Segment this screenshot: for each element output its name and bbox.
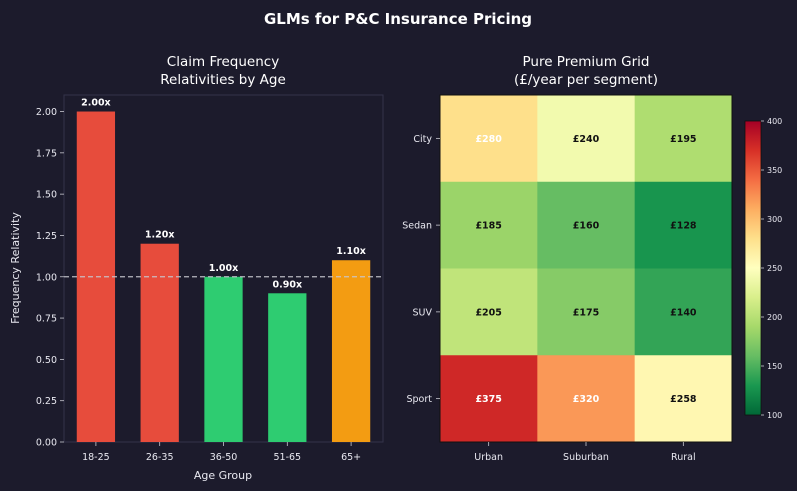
bar-x-tick-label: 36-50 bbox=[210, 452, 238, 463]
bar-y-tick-label: 2.00 bbox=[36, 107, 57, 118]
bar-65+ bbox=[331, 260, 371, 442]
heatmap-cell-label: £258 bbox=[670, 394, 697, 405]
bar-x-tick-label: 26-35 bbox=[146, 452, 174, 463]
heatmap-cells: £280 £240 £195 £185 £160 £128 £205 £175 £140 £375… bbox=[440, 95, 733, 443]
heatmap-cell-label: £185 bbox=[475, 221, 501, 232]
heatmap-row-label: Sedan bbox=[402, 221, 432, 232]
bar-data-label: 2.00x bbox=[81, 98, 111, 109]
heatmap-column-label: Rural bbox=[671, 452, 696, 463]
heatmap-chart: Pure Premium Grid (£/year per segment) £… bbox=[402, 54, 782, 463]
heatmap-cell bbox=[634, 181, 733, 269]
bar-chart-title-line-1: Claim Frequency bbox=[167, 54, 279, 70]
heatmap-cell bbox=[440, 355, 538, 443]
heatmap-cell-label: £240 bbox=[573, 134, 600, 145]
bar-y-tick-label: 1.25 bbox=[36, 231, 57, 242]
bar-data-label: 1.10x bbox=[336, 246, 366, 257]
bar-data-label: 0.90x bbox=[273, 279, 303, 290]
bar-series: 2.00x 1.20x 1.00x 0.90x 1.10x bbox=[64, 98, 383, 443]
bar-26-35 bbox=[140, 243, 179, 442]
heatmap-cell bbox=[440, 268, 538, 356]
colorbar-tick-label: 400 bbox=[767, 117, 782, 126]
heatmap-row-label: City bbox=[413, 134, 432, 145]
colorbar-tick-label: 350 bbox=[767, 166, 782, 175]
bar-data-label: 1.20x bbox=[145, 230, 175, 241]
heatmap-cell bbox=[537, 268, 636, 356]
heatmap-column-label: Urban bbox=[474, 452, 503, 463]
bar-x-axis-label: Age Group bbox=[194, 469, 252, 482]
figure-title: GLMs for P&C Insurance Pricing bbox=[264, 10, 532, 28]
bar-x-tick-label: 65+ bbox=[341, 452, 361, 463]
colorbar-ticks: 100 150 200 250 300 350 400 bbox=[761, 117, 782, 420]
heatmap-cell-label: £140 bbox=[670, 307, 697, 318]
colorbar-tick-label: 200 bbox=[767, 313, 782, 322]
bar-y-tick-label: 0.50 bbox=[36, 355, 57, 366]
heatmap-cell-label: £128 bbox=[670, 221, 697, 232]
heatmap-cell-label: £195 bbox=[670, 134, 696, 145]
colorbar-tick-label: 250 bbox=[767, 264, 782, 273]
heatmap-cell-label: £280 bbox=[475, 134, 502, 145]
heatmap-cell-label: £175 bbox=[573, 307, 599, 318]
colorbar-tick-label: 150 bbox=[767, 362, 782, 371]
bar-x-tick-label: 51-65 bbox=[273, 452, 301, 463]
bar-51-65 bbox=[268, 293, 307, 442]
heatmap-row-label: SUV bbox=[413, 307, 433, 318]
bar-chart: Claim Frequency Relativities by Age 0.00… bbox=[9, 54, 384, 482]
heatmap-row-labels: City Sedan SUV Sport bbox=[402, 134, 440, 405]
heatmap-cell bbox=[537, 355, 636, 443]
heatmap-cell-label: £205 bbox=[475, 307, 501, 318]
bar-y-tick-label: 1.00 bbox=[36, 272, 57, 283]
bar-x-axis: 18-25 26-35 36-50 51-65 65+ bbox=[82, 442, 361, 463]
colorbar-tick-label: 300 bbox=[767, 215, 782, 224]
bar-y-tick-label: 0.25 bbox=[36, 396, 57, 407]
heatmap-title-line-2: (£/year per segment) bbox=[514, 72, 658, 88]
heatmap-cell-label: £160 bbox=[573, 221, 600, 232]
bar-data-label: 1.00x bbox=[209, 263, 239, 274]
heatmap-row-label: Sport bbox=[406, 394, 432, 405]
heatmap-cell bbox=[440, 95, 538, 183]
heatmap-cell bbox=[634, 355, 733, 443]
bar-y-tick-label: 0.75 bbox=[36, 314, 57, 325]
bar-y-tick-label: 0.00 bbox=[36, 438, 57, 449]
heatmap-cell-label: £320 bbox=[573, 394, 600, 405]
heatmap-cell-label: £375 bbox=[475, 394, 501, 405]
heatmap-cell bbox=[634, 95, 733, 183]
bar-y-axis-label: Frequency Relativity bbox=[9, 212, 22, 324]
heatmap-cell bbox=[537, 181, 636, 269]
bar-x-tick-label: 18-25 bbox=[82, 452, 110, 463]
bar-36-50 bbox=[204, 276, 243, 442]
bar-y-tick-label: 1.50 bbox=[36, 190, 57, 201]
heatmap-column-labels: Urban Suburban Rural bbox=[474, 442, 696, 463]
bar-y-axis: 0.00 0.25 0.50 0.75 1.00 1.25 1.50 1.75 2.00 bbox=[36, 107, 64, 449]
heatmap-cell bbox=[634, 268, 733, 356]
heatmap-title-line-1: Pure Premium Grid bbox=[522, 54, 649, 70]
heatmap-cell bbox=[537, 95, 636, 183]
bar-chart-title-line-2: Relativities by Age bbox=[160, 72, 286, 88]
colorbar bbox=[744, 120, 762, 416]
bar-y-tick-label: 1.75 bbox=[36, 148, 57, 159]
colorbar-tick-label: 100 bbox=[767, 411, 782, 420]
heatmap-cell bbox=[440, 181, 538, 269]
heatmap-column-label: Suburban bbox=[563, 452, 609, 463]
